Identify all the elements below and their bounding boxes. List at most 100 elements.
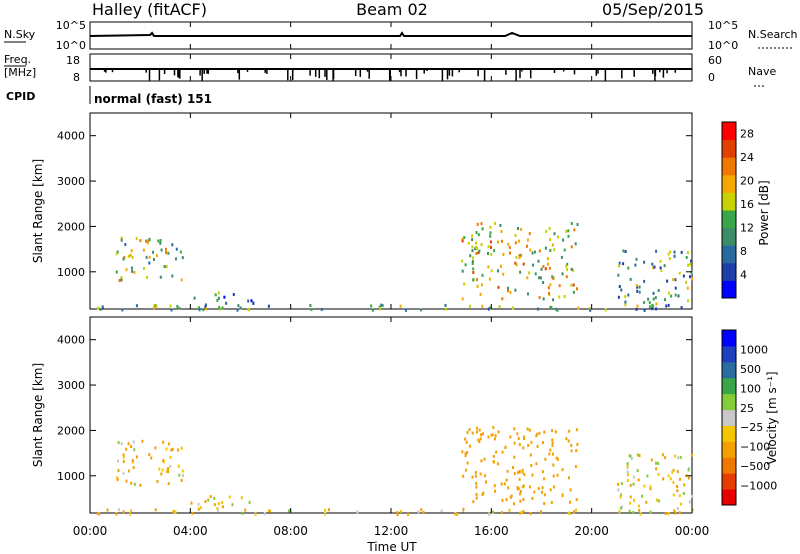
velocity-echo-cell — [324, 508, 327, 512]
power-echo-cell — [627, 293, 630, 297]
velocity-echo-cell — [638, 454, 641, 458]
velocity-echo-cell — [106, 508, 109, 512]
velocity-echo-cell — [664, 456, 667, 460]
power-echo-cell — [686, 286, 689, 290]
nsearch-tick-top: 10^5 — [708, 19, 738, 32]
y-tick-label: 4000 — [57, 130, 85, 143]
velocity-echo-cell — [676, 485, 679, 488]
power-echo-cell — [573, 228, 576, 232]
power-colorbar-segment — [722, 157, 736, 176]
velocity-echo-cell — [420, 508, 423, 512]
power-echo-cell — [690, 270, 693, 274]
power-echo-cell — [472, 271, 475, 274]
power-echo-cell — [481, 227, 484, 231]
velocity-echo-cell — [228, 495, 231, 499]
velocity-echo-cell — [543, 477, 546, 481]
velocity-echo-cell — [148, 453, 151, 457]
velocity-colorbar: 1000 500 100 25 −25 −100 −500 −1000 — [721, 329, 777, 506]
power-echo-cell — [216, 299, 219, 302]
velocity-echo-cell — [687, 468, 690, 472]
power-echo-cell — [493, 249, 496, 253]
velocity-echo-cell — [576, 442, 579, 446]
velocity-echo-cell — [679, 455, 682, 459]
velocity-echo-cell — [422, 510, 425, 514]
y-tick-label: 1000 — [57, 266, 85, 279]
power-echo-cell — [655, 249, 658, 253]
velocity-echo-cell — [517, 437, 520, 441]
velocity-echo-cell — [170, 448, 173, 452]
power-echo-cell — [668, 257, 671, 260]
velocity-colorbar-tick: −100 — [740, 441, 770, 454]
velocity-echo-cell — [217, 508, 220, 512]
velocity-echo-cell — [537, 487, 540, 490]
power-echo-cell — [537, 259, 540, 263]
velocity-echo-cell — [679, 502, 682, 506]
power-echo-cell — [163, 265, 166, 269]
power-colorbar-segment — [722, 227, 736, 246]
power-echo-cell — [653, 265, 656, 269]
velocity-echo-cell — [171, 447, 174, 451]
velocity-echo-cell — [117, 441, 120, 445]
velocity-echo-cell — [501, 450, 504, 454]
power-echo-cell — [660, 269, 663, 273]
velocity-echo-cell — [454, 512, 457, 516]
velocity-echo-cell — [519, 499, 522, 503]
power-colorbar-segment — [722, 122, 736, 141]
power-echo-cell — [576, 287, 578, 291]
power-echo-cell — [557, 235, 559, 239]
power-echo-cell — [551, 275, 554, 279]
power-colorbar: 4 8 12 16 20 24 28 — [721, 121, 754, 299]
velocity-echo-cell — [691, 453, 694, 457]
power-echo-cell — [247, 299, 250, 303]
velocity-colorbar-tick: −500 — [740, 460, 770, 473]
power-echo-cell — [624, 300, 627, 304]
power-echo-cell — [309, 304, 312, 307]
power-echo-cell — [475, 278, 478, 282]
x-tick-label: 12:00 — [374, 524, 409, 538]
velocity-echo-cell — [505, 478, 508, 482]
power-echo-cell — [159, 241, 162, 245]
power-echo-cell — [655, 307, 658, 311]
power-echo-cell — [159, 275, 162, 279]
power-echo-cell — [467, 241, 470, 245]
velocity-echo-cell — [543, 502, 546, 505]
power-echo-cell — [487, 307, 490, 311]
velocity-echo-cell — [516, 432, 519, 436]
power-echo-cell — [507, 242, 510, 246]
nsearch-tick-bottom: 10^0 — [708, 39, 738, 52]
velocity-echo-cell — [480, 459, 483, 463]
velocity-echo-cell — [464, 454, 467, 457]
power-colorbar-tick: 8 — [740, 245, 747, 258]
velocity-echo-cell — [471, 431, 474, 435]
power-echo-cell — [565, 230, 568, 233]
velocity-echo-cell — [263, 512, 266, 516]
velocity-echo-cell — [510, 494, 513, 498]
power-echo-cell — [666, 279, 669, 283]
power-echo-cell — [689, 263, 692, 266]
power-echo-cell — [659, 266, 662, 270]
velocity-echo-cell — [495, 450, 498, 454]
velocity-echo-cell — [173, 510, 176, 514]
velocity-colorbar-tick: 100 — [740, 382, 761, 395]
power-echo-cell — [667, 252, 670, 256]
velocity-echo-cell — [536, 444, 539, 448]
velocity-echo-cell — [180, 446, 183, 450]
velocity-colorbar-segment — [722, 330, 736, 347]
power-echo-cell — [223, 295, 226, 299]
power-echo-cell — [463, 282, 466, 286]
velocity-colorbar-segment — [722, 393, 736, 411]
power-echo-cell — [620, 288, 623, 292]
velocity-colorbar-segment — [722, 425, 736, 442]
power-echo-cell — [472, 267, 475, 271]
velocity-echo-cell — [574, 465, 577, 469]
power-echo-cell — [481, 273, 484, 277]
power-echo-cell — [115, 252, 118, 256]
velocity-echo-cell — [676, 489, 679, 493]
power-echo-cell — [570, 245, 573, 249]
velocity-echo-cell — [543, 493, 546, 497]
velocity-echo-cell — [618, 510, 621, 514]
power-echo-cell — [648, 301, 651, 305]
power-echo-cell — [129, 253, 132, 257]
velocity-echo-cell — [132, 466, 135, 470]
velocity-echo-cell — [516, 486, 519, 490]
